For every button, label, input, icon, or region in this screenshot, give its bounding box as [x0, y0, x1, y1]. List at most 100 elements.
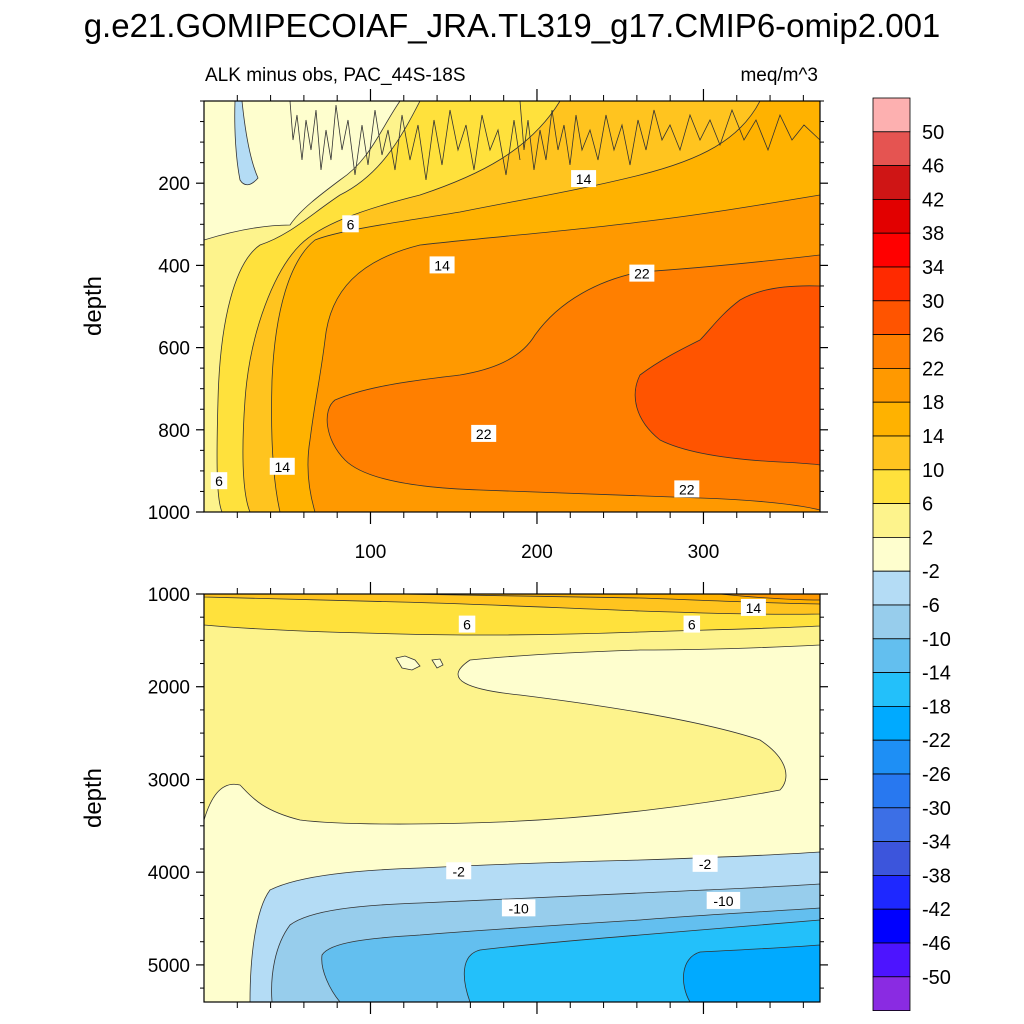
- upper-contour-labels: 6 14 14 22 22 22 14 6: [210, 170, 700, 498]
- colorbar-label: -22: [922, 730, 951, 752]
- y-tick-label: 2000: [148, 678, 190, 699]
- colorbar-label: -18: [922, 696, 951, 718]
- contour-label-text: 6: [463, 617, 471, 633]
- colorbar-swatch: [872, 908, 911, 944]
- contour-label-text: 22: [634, 266, 650, 282]
- y-tick-label: 400: [158, 256, 190, 277]
- colorbar-label: -2: [922, 561, 940, 583]
- upper-y-axis-label: depth: [80, 276, 107, 336]
- contour-label: 6: [683, 615, 701, 633]
- contour-label-text: 14: [576, 171, 592, 187]
- y-tick-label: 800: [158, 421, 190, 442]
- contour-label-text: 22: [679, 481, 695, 497]
- colorbar-label: -34: [922, 832, 951, 854]
- contour-label: 14: [429, 256, 455, 274]
- colorbar-label: -10: [922, 629, 951, 651]
- upper-contour-panel: 6 14 14 22 22 22 14 6 200 400 600 800 1000 100 200 300…: [80, 89, 828, 563]
- colorbar-swatch: [872, 841, 911, 876]
- contour-label-text: -10: [713, 893, 733, 909]
- colorbar-swatch: [872, 604, 911, 640]
- contour-label-text: -2: [699, 856, 712, 872]
- colorbar-swatch: [872, 198, 911, 234]
- contour-label: -2: [692, 854, 718, 872]
- colorbar-swatch: [872, 503, 911, 538]
- colorbar-label: 6: [922, 494, 933, 516]
- colorbar-label: 26: [922, 325, 944, 347]
- x-tick-label: 300: [688, 542, 720, 563]
- y-tick-label: 200: [158, 174, 190, 195]
- contour-label-text: 14: [274, 459, 290, 475]
- contour-fill-band: [634, 285, 820, 466]
- colorbar-label: 34: [922, 257, 944, 279]
- colorbar-swatch: [872, 706, 911, 741]
- contour-label-text: 6: [215, 473, 223, 489]
- contour-fill-band: [234, 101, 259, 186]
- colorbar-swatch: [872, 97, 911, 133]
- y-tick-label: 1000: [148, 585, 190, 606]
- contour-label-text: -2: [452, 863, 465, 879]
- colorbar-label: -14: [922, 663, 951, 685]
- colorbar-label: 30: [922, 291, 944, 313]
- colorbar-swatch: [872, 131, 911, 167]
- colorbar-swatch: [872, 334, 911, 369]
- y-tick-label: 5000: [148, 956, 190, 977]
- y-tick-label: 4000: [148, 863, 190, 884]
- colorbar-swatch: [872, 469, 911, 504]
- contour-line: [289, 101, 521, 181]
- contour-fill-band: [204, 594, 820, 605]
- colorbar-label: -30: [922, 798, 951, 820]
- colorbar-label: 14: [922, 426, 944, 448]
- colorbar-swatch: [872, 672, 911, 707]
- x-tick-label: 200: [521, 542, 553, 563]
- contour-label-text: 6: [347, 216, 355, 232]
- colorbar-swatch: [872, 300, 911, 335]
- contour-label: 6: [342, 215, 359, 233]
- lower-contour-panel: 14 6 6 -2 -2 -10 -10 1000 2000 3000 4000 5000 dept…: [80, 582, 828, 1014]
- contour-label-text: 14: [746, 600, 762, 616]
- colorbar-swatch: [872, 401, 911, 437]
- colorbar-swatch: [872, 638, 911, 673]
- colorbar-swatch: [872, 976, 911, 1011]
- colorbar-label: 18: [922, 392, 944, 414]
- colorbar-swatch: [872, 773, 911, 809]
- contour-fill-band: [683, 944, 820, 1002]
- colorbar-swatch: [872, 537, 911, 572]
- colorbar: 50 46 42 38 34 30 26 22 18 14 10 6 2 -2 -6 -10 -14 -18 -22…: [872, 97, 951, 1011]
- y-tick-label: 600: [158, 339, 190, 360]
- y-tick-label: 3000: [148, 770, 190, 791]
- colorbar-label: 50: [922, 122, 944, 144]
- colorbar-swatch: [872, 266, 911, 302]
- contour-label: 22: [629, 264, 655, 282]
- colorbar-swatch: [872, 739, 911, 775]
- contour-label: 14: [571, 170, 597, 188]
- colorbar-label: 42: [922, 189, 944, 211]
- colorbar-label: -46: [922, 933, 951, 955]
- contour-label: -10: [706, 891, 741, 909]
- colorbar-swatch: [872, 570, 911, 606]
- figure-title: g.e21.GOMIPECOIAF_JRA.TL319_g17.CMIP6-om…: [84, 7, 941, 44]
- y-tick-label: 1000: [148, 503, 190, 524]
- contour-label: -2: [446, 862, 472, 880]
- contour-line: [519, 101, 820, 171]
- colorbar-label: -38: [922, 865, 951, 887]
- colorbar-label: -6: [922, 595, 940, 617]
- colorbar-swatch: [872, 232, 911, 268]
- colorbar-swatch: [872, 807, 911, 842]
- contour-label-text: 6: [688, 617, 696, 633]
- colorbar-label: 38: [922, 223, 944, 245]
- contour-label: 22: [674, 480, 700, 498]
- colorbar-swatch: [872, 942, 911, 978]
- contour-label: 22: [471, 424, 497, 442]
- contour-label: 6: [458, 615, 476, 633]
- contour-label: 6: [210, 472, 228, 490]
- contour-fill-band: [395, 655, 444, 671]
- colorbar-swatch: [872, 165, 911, 200]
- colorbar-label: 10: [922, 460, 944, 482]
- colorbar-swatch: [872, 367, 911, 403]
- colorbar-label: -42: [922, 899, 951, 921]
- lower-ticks: 1000 2000 3000 4000 5000: [148, 582, 828, 1014]
- contour-fill-band: [204, 594, 820, 825]
- contour-label: -10: [501, 899, 536, 917]
- colorbar-swatch: [872, 435, 911, 471]
